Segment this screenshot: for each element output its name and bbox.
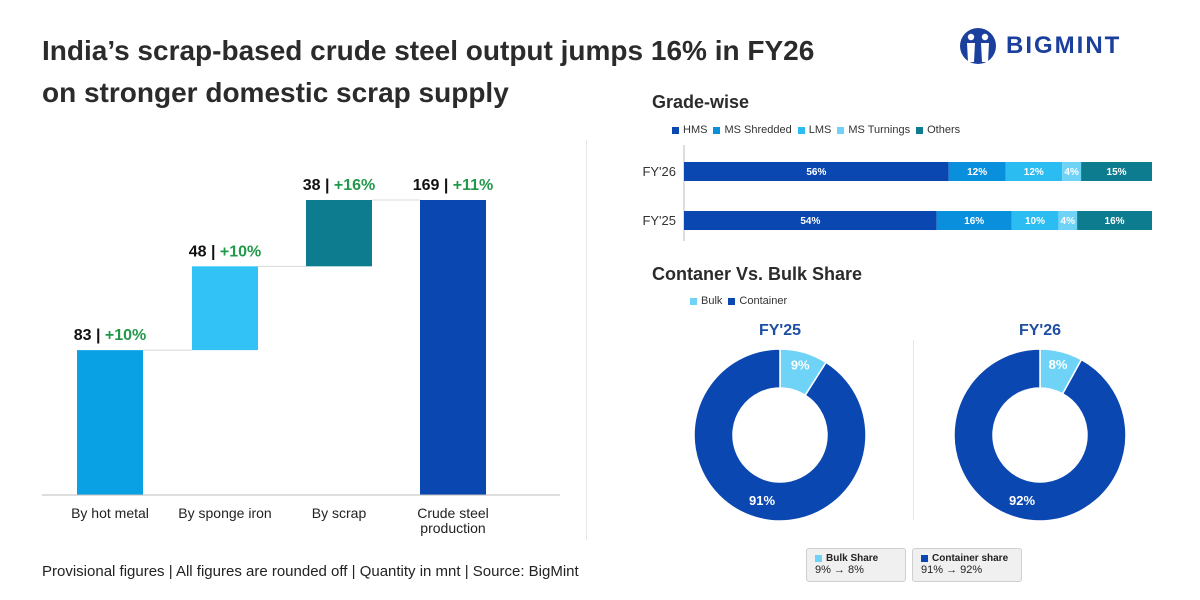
grade-bar-segment: [1077, 211, 1152, 230]
grade-legend-swatch: [672, 126, 679, 134]
waterfall-bar: [306, 200, 372, 267]
grade-legend-item: Others: [916, 124, 960, 136]
grade-category-label: FY'26: [642, 164, 676, 179]
grade-legend-swatch: [713, 126, 721, 134]
grade-bar-segment: [1062, 162, 1082, 181]
donut-legend-label: Bulk: [701, 295, 723, 307]
grade-bar-segment: [936, 211, 1012, 230]
donut-chart-fy25: 9% 91%: [693, 348, 867, 522]
waterfall-category-label: By hot metal: [71, 505, 149, 521]
grade-segment-label: 56%: [806, 167, 826, 178]
logo-text: BIGMINT: [1006, 32, 1122, 59]
grade-segment-label: 4%: [1061, 216, 1076, 227]
grade-legend-swatch: [797, 126, 805, 134]
waterfall-growth: +10%: [220, 243, 261, 260]
container-bulk-title: Contaner Vs. Bulk Share: [652, 264, 863, 284]
waterfall-value: 169 |: [413, 177, 453, 194]
grade-segment-label: 16%: [1105, 216, 1125, 227]
donut-slice-label: 8%: [1049, 357, 1068, 372]
donut-slice: [953, 348, 1127, 522]
grade-bar-segment: [1005, 162, 1063, 181]
footer-note: Provisional figures | All figures are ro…: [42, 563, 579, 580]
waterfall-value: 48 |: [189, 243, 220, 260]
waterfall-value: 38 |: [303, 177, 334, 194]
page-title: India’s scrap-based crude steel output j…: [42, 30, 902, 114]
donut-legend-item: Bulk: [690, 295, 722, 307]
bulk-share-value: 9% → 8%: [815, 564, 864, 576]
grade-legend: HMS MS Shredded LMS MS Turnings Others: [672, 124, 966, 136]
grade-legend-label: MS Turnings: [848, 124, 911, 136]
grade-legend-swatch: [916, 126, 924, 134]
waterfall-bar: [77, 350, 143, 495]
grade-bar-segment: [948, 162, 1006, 181]
grade-legend-item: LMS: [797, 124, 832, 136]
grade-legend-swatch: [837, 126, 845, 134]
grade-legend-label: Others: [927, 124, 961, 136]
bulk-share-swatch: [815, 555, 822, 562]
donut-slice: [693, 348, 867, 522]
waterfall-category-label: By sponge iron: [178, 505, 271, 521]
donut-chart-fy26: 8% 92%: [953, 348, 1127, 522]
grade-bar-segment: [1011, 211, 1059, 230]
grade-wise-title: Grade-wise: [652, 92, 750, 112]
donut-slice-label: 92%: [1009, 493, 1035, 508]
title-line-1: India’s scrap-based crude steel output j…: [42, 35, 815, 66]
bulk-share-label: Bulk Share: [826, 553, 879, 564]
waterfall-growth: +11%: [453, 177, 493, 194]
title-line-2: on stronger domestic scrap supply: [42, 77, 509, 108]
grade-segment-label: 4%: [1064, 167, 1079, 178]
grade-bar-segment: [684, 211, 937, 230]
grade-segment-label: 12%: [967, 167, 987, 178]
container-share-label: Container share: [932, 553, 1009, 564]
grade-bar-segment: [684, 162, 949, 181]
grade-segment-label: 15%: [1107, 167, 1127, 178]
grade-segment-label: 54%: [800, 216, 820, 227]
grade-wise-chart: FY'26 56% 12% 12% 4% 15% FY'25 54% 16% 10% 4% 16%: [642, 145, 1152, 241]
container-share-value: 91% → 92%: [921, 564, 983, 576]
donut-divider: [913, 340, 914, 520]
section-divider: [586, 140, 587, 540]
waterfall-bar: [420, 200, 486, 495]
container-share-box: Container share 91% → 92%: [912, 548, 1022, 582]
waterfall-value-label: 48 | +10%: [189, 243, 262, 260]
container-share-swatch: [921, 555, 928, 562]
grade-bar-segment: [1081, 162, 1152, 181]
donut-legend-swatch: [690, 297, 697, 305]
grade-segment-label: 16%: [964, 216, 984, 227]
donut-slice-label: 91%: [749, 493, 775, 508]
grade-segment-label: 10%: [1025, 216, 1045, 227]
waterfall-growth: +10%: [105, 327, 146, 344]
waterfall-category-label: Crude steel: [417, 505, 489, 521]
bigmint-people-logo-icon: [960, 28, 996, 64]
donut-title-fy26: FY'26: [1018, 322, 1062, 339]
waterfall-category-label: By scrap: [312, 505, 367, 521]
grade-legend-item: HMS: [672, 124, 707, 136]
waterfall-value: 83 |: [74, 327, 105, 344]
waterfall-value-label: 38 | +16%: [303, 177, 376, 194]
waterfall-category-label: production: [420, 520, 485, 536]
donut-title-fy25: FY'25: [758, 322, 802, 339]
bulk-share-box: Bulk Share 9% → 8%: [806, 548, 906, 582]
grade-legend-item: MS Shredded: [713, 124, 792, 136]
grade-legend-item: MS Turnings: [837, 124, 910, 136]
grade-legend-label: LMS: [808, 124, 832, 136]
donut-slice-label: 9%: [791, 357, 810, 372]
donut-legend-item: Container: [728, 295, 787, 307]
grade-legend-label: HMS: [683, 124, 708, 136]
grade-category-label: FY'25: [642, 213, 676, 228]
donut-legend: Bulk Container: [690, 295, 793, 307]
waterfall-value-label: 83 | +10%: [74, 327, 147, 344]
donut-legend-label: Container: [739, 295, 788, 307]
donut-legend-swatch: [728, 297, 736, 305]
grade-segment-label: 12%: [1024, 167, 1044, 178]
grade-bar-segment: [1058, 211, 1078, 230]
bigmint-logo: BIGMINT: [958, 26, 1158, 66]
waterfall-value-label: 169 | +11%: [413, 177, 494, 194]
waterfall-bar: [192, 266, 258, 351]
grade-legend-label: MS Shredded: [724, 124, 792, 136]
waterfall-growth: +16%: [334, 177, 375, 194]
waterfall-chart: 83 | +10% By hot metal 48 | +10% By sponge …: [42, 177, 560, 536]
